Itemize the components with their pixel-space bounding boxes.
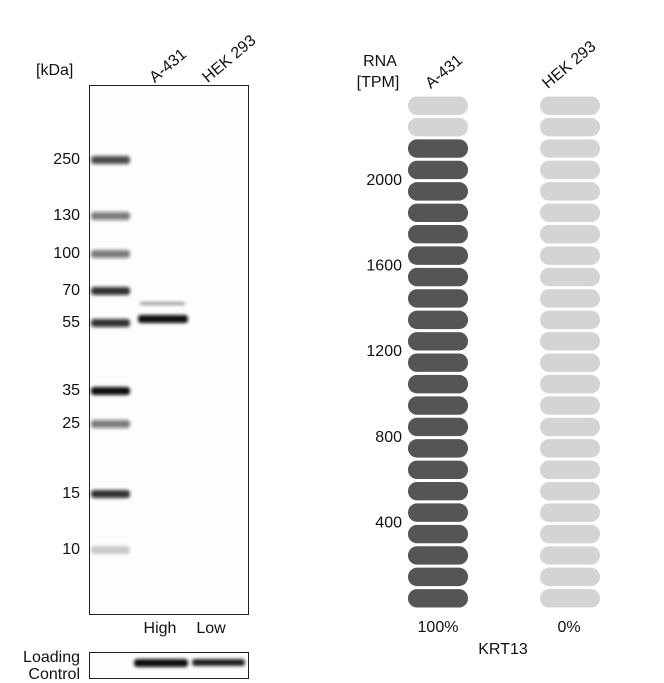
y-tick-label: 1600 xyxy=(366,258,402,275)
rna-pill xyxy=(408,225,468,244)
rna-pill xyxy=(540,374,600,394)
rna-pill xyxy=(540,96,600,115)
rna-pill xyxy=(408,289,468,308)
loading-label: Control xyxy=(28,666,80,683)
marker-band xyxy=(91,250,130,258)
y-tick-label: 800 xyxy=(375,429,402,446)
lane-label: A-431 xyxy=(146,46,190,87)
rna-pill xyxy=(408,524,468,544)
rna-pill xyxy=(408,482,468,501)
marker-label: 70 xyxy=(62,282,80,299)
rna-pill xyxy=(408,589,468,608)
marker-bands xyxy=(91,156,130,554)
marker-label: 15 xyxy=(62,485,80,502)
rna-pill xyxy=(540,139,600,158)
band xyxy=(140,302,185,305)
sample-label: HEK 293 xyxy=(539,38,599,92)
rna-pill xyxy=(540,182,600,201)
unit-label: [kDa] xyxy=(36,62,73,79)
relative-label: 100% xyxy=(418,619,459,636)
rna-pill xyxy=(408,96,468,115)
marker-label: 130 xyxy=(53,207,80,224)
rna-pill xyxy=(540,503,600,522)
rna-pill xyxy=(408,417,468,437)
rna-pill xyxy=(408,546,468,565)
marker-band xyxy=(91,420,130,428)
rna-pill xyxy=(408,503,468,522)
rna-pill xyxy=(408,246,468,265)
rna-pill xyxy=(408,267,468,287)
rna-pill xyxy=(540,160,600,180)
marker-band xyxy=(91,546,130,554)
rna-pill xyxy=(408,139,468,158)
rna-pill xyxy=(540,589,600,608)
rna-pill xyxy=(408,117,468,137)
blot-frame xyxy=(89,85,249,615)
marker-band xyxy=(91,387,130,395)
gene-label: KRT13 xyxy=(478,641,528,658)
rna-pill xyxy=(408,182,468,201)
marker-band xyxy=(91,287,130,295)
rna-pill xyxy=(408,567,468,587)
y-tick-label: 400 xyxy=(375,515,402,532)
rna-pill xyxy=(408,203,468,222)
rna-pill xyxy=(408,160,468,180)
sample-label: A-431 xyxy=(422,52,466,93)
band xyxy=(138,315,188,323)
rna-pill xyxy=(540,417,600,437)
rna-pill xyxy=(540,524,600,544)
band xyxy=(134,659,188,667)
lane-label: HEK 293 xyxy=(199,32,259,86)
marker-label: 35 xyxy=(62,382,80,399)
rna-pill xyxy=(408,374,468,394)
rna-pill xyxy=(540,460,600,479)
rna-pill xyxy=(540,310,600,330)
marker-label: 250 xyxy=(53,151,80,168)
relative-label: 0% xyxy=(557,619,580,636)
y-tick-label: 2000 xyxy=(366,172,402,189)
rna-pill xyxy=(408,353,468,372)
marker-band xyxy=(91,490,130,498)
rna-pill xyxy=(408,396,468,415)
rna-pill xyxy=(540,567,600,587)
marker-band xyxy=(91,319,130,327)
rna-pill xyxy=(540,225,600,244)
marker-band xyxy=(91,212,130,220)
loading-bands xyxy=(134,659,245,667)
marker-label: 10 xyxy=(62,541,80,558)
rna-pill xyxy=(408,332,468,351)
rna-pill xyxy=(540,267,600,287)
rna-pill xyxy=(540,203,600,222)
rna-pill xyxy=(540,246,600,265)
rna-pill xyxy=(540,332,600,351)
rna-pill xyxy=(540,289,600,308)
marker-label: 25 xyxy=(62,415,80,432)
expression-label: Low xyxy=(196,620,226,637)
band xyxy=(192,659,245,666)
rna-pill xyxy=(408,460,468,479)
axis-label: [TPM] xyxy=(357,74,400,91)
rna-pill xyxy=(540,439,600,458)
marker-band xyxy=(91,156,130,164)
axis-label: RNA xyxy=(363,53,397,70)
y-tick-label: 1200 xyxy=(366,343,402,360)
loading-label: Loading xyxy=(23,649,80,666)
rna-pill xyxy=(408,439,468,458)
expression-label: High xyxy=(144,620,177,637)
marker-label: 100 xyxy=(53,245,80,262)
marker-label: 55 xyxy=(62,314,80,331)
rna-pill xyxy=(540,546,600,565)
rna-pill xyxy=(540,117,600,137)
rna-pill xyxy=(540,396,600,415)
rna-pill xyxy=(408,310,468,330)
blot-bands xyxy=(138,302,188,323)
rna-pill xyxy=(540,482,600,501)
rna-pill xyxy=(540,353,600,372)
